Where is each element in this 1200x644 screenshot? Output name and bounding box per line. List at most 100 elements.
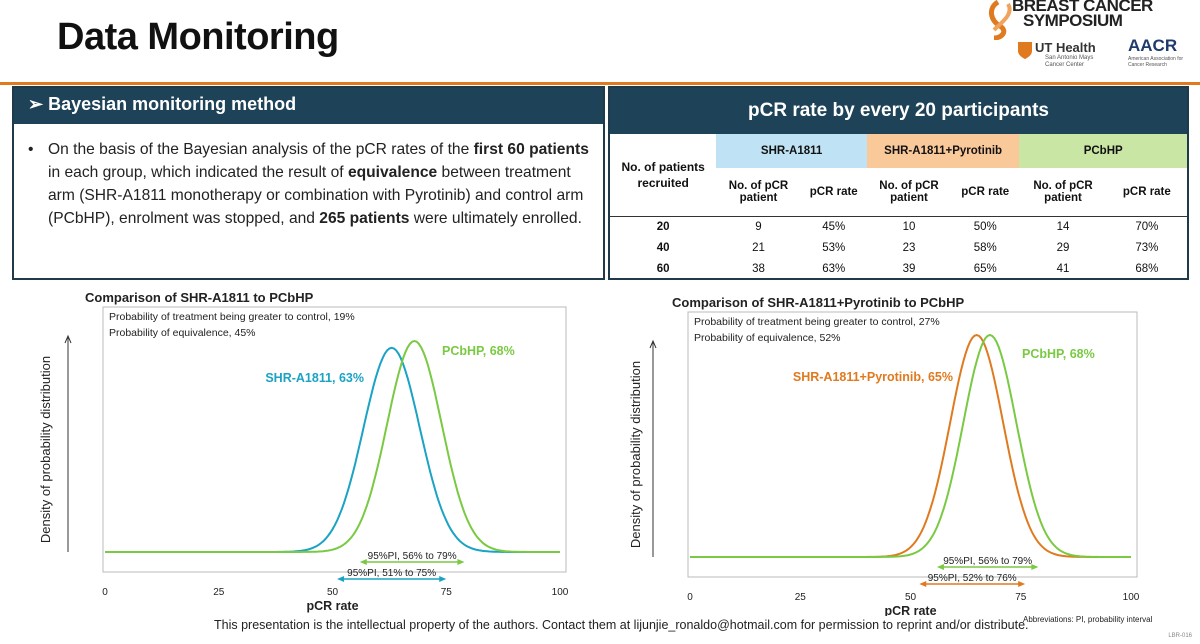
cell: 14	[1019, 215, 1107, 237]
cell: 39	[902, 262, 916, 275]
header-divider	[0, 82, 1200, 85]
bayesian-method-panel: ➢ Bayesian monitoring method • On the ba…	[12, 86, 605, 280]
panel-body: • On the basis of the Bayesian analysis …	[20, 138, 595, 230]
cell: 10	[866, 215, 952, 237]
bold-text: first 60 patients	[473, 141, 589, 158]
sub-header: No. of pCR patient	[879, 179, 939, 204]
y-axis-arrowhead	[64, 334, 72, 344]
annotation: Probability of treatment being greater t…	[109, 311, 355, 323]
interval-arrow-right	[1018, 581, 1026, 587]
chart-pyrotinib-vs-pcbhp: Comparison of SHR-A1811+Pyrotinib to PCb…	[620, 290, 1195, 618]
table-row: 60 38 63% 39 65% 41 68%	[610, 258, 1187, 279]
x-tick-label: 50	[905, 592, 917, 603]
panel-heading: ➢ Bayesian monitoring method	[14, 88, 603, 124]
interval-arrow-left	[337, 576, 345, 582]
interval-label: 95%PI, 56% to 79%	[943, 556, 1032, 567]
series-label: PCbHP, 68%	[1022, 347, 1095, 361]
logo-line1: BREAST CANCER	[1012, 0, 1153, 15]
chart-title: Comparison of SHR-A1811 to PCbHP	[85, 290, 314, 305]
x-tick-label: 25	[213, 587, 225, 598]
interval-arrow-left	[919, 581, 927, 587]
bold-text: equivalence	[347, 164, 438, 181]
text-part: in each group, which indicated the resul…	[48, 164, 348, 181]
pcr-table-panel: pCR rate by every 20 participants No. of…	[608, 86, 1189, 280]
x-tick-label: 100	[1123, 592, 1140, 603]
chart-shr-vs-pcbhp: Comparison of SHR-A1811 to PCbHP Probabil…	[30, 285, 600, 615]
x-tick-label: 0	[687, 592, 693, 603]
aacr-label: AACR	[1128, 36, 1178, 55]
ut-shield-icon	[1018, 42, 1032, 59]
annotation: Probability of treatment being greater t…	[694, 316, 940, 328]
annotation: Probability of equivalence, 52%	[694, 332, 841, 344]
group-header: PCbHP	[1019, 134, 1187, 168]
sub-header: No. of pCR patient	[728, 179, 789, 204]
interval-label: 95%PI, 52% to 76%	[928, 573, 1017, 584]
sub-header: pCR rate	[809, 185, 858, 198]
logo-line2: SYMPOSIUM	[1023, 11, 1123, 30]
footer-text: This presentation is the intellectual pr…	[214, 618, 1029, 632]
aacr-sub: American Association for Cancer Research	[1128, 56, 1184, 68]
x-tick-label: 75	[1015, 592, 1027, 603]
cell: 73%	[1135, 241, 1159, 254]
series-label: SHR-A1811+Pyrotinib, 65%	[793, 370, 953, 384]
x-tick-label: 25	[795, 592, 807, 603]
sub-header: pCR rate	[1122, 185, 1171, 198]
x-tick-label: 100	[552, 587, 569, 598]
cell: 9	[716, 215, 801, 237]
text-part: between treatment arm (SHR-A1811 monothe…	[48, 164, 584, 227]
cell: 45%	[800, 215, 867, 237]
annotation: Probability of equivalence, 45%	[109, 327, 256, 339]
plot-frame	[102, 306, 567, 573]
interval-arrow-right	[457, 559, 465, 565]
y-axis-arrowhead	[649, 339, 657, 349]
ut-health-label: UT Health	[1035, 40, 1096, 55]
interval-label: 95%PI, 51% to 75%	[347, 568, 436, 579]
cell: 58%	[973, 241, 997, 254]
y-axis-label: Density of probability distribution	[38, 356, 53, 543]
row-header: No. of patients recruited	[621, 159, 705, 190]
page-code: LBR-016	[1168, 633, 1192, 639]
cell: 65%	[973, 262, 997, 275]
bold-text: 265 patients	[319, 210, 410, 227]
panel-text: On the basis of the Bayesian analysis of…	[48, 138, 595, 230]
cell: 23	[902, 241, 916, 254]
interval-label: 95%PI, 56% to 79%	[368, 551, 457, 562]
x-tick-label: 50	[327, 587, 339, 598]
table-row: 40 21 53% 23 58% 29 73%	[610, 237, 1187, 258]
chart-svg: Comparison of SHR-A1811+Pyrotinib to PCb…	[628, 295, 1140, 618]
y-axis-label: Density of probability distribution	[628, 361, 643, 548]
cell: 21	[752, 241, 765, 254]
chart-title: Comparison of SHR-A1811+Pyrotinib to PCb…	[672, 295, 965, 310]
x-axis-label: pCR rate	[306, 599, 358, 613]
cell: 41	[1056, 262, 1070, 275]
text-part: On the basis of the Bayesian analysis of…	[48, 141, 474, 158]
ribbon-icon	[989, 0, 1012, 40]
cell: 63%	[822, 262, 846, 275]
cell-n: 60	[656, 262, 670, 275]
series-curve	[690, 333, 1131, 558]
x-tick-label: 0	[102, 587, 108, 598]
cell: 29	[1056, 241, 1070, 254]
table-title: pCR rate by every 20 participants	[610, 88, 1187, 134]
ut-health-sub: San Antonio Mays Cancer Center	[1045, 55, 1094, 68]
cell-n: 40	[656, 241, 670, 254]
x-axis-label: pCR rate	[884, 604, 936, 616]
chart-svg: Comparison of SHR-A1811 to PCbHP Probabil…	[38, 290, 569, 613]
slide-title: Data Monitoring	[57, 16, 339, 58]
bullet-mark: •	[28, 141, 34, 158]
cell: 70%	[1106, 215, 1187, 237]
series-label: SHR-A1811, 63%	[265, 371, 364, 385]
interval-arrow-right	[439, 576, 447, 582]
pcr-table: No. of patients recruited SHR-A1811 SHR-…	[610, 134, 1187, 279]
cell: 53%	[822, 241, 846, 254]
text-part: were ultimately enrolled.	[409, 210, 582, 227]
cell: 50%	[951, 215, 1020, 237]
series-curve	[105, 339, 560, 553]
abbreviations: Abbreviations: PI, probability interval	[1023, 615, 1153, 624]
interval-arrow-left	[359, 559, 367, 565]
cell: 38	[752, 262, 765, 275]
interval-arrow-right	[1031, 564, 1039, 570]
sabcs-logo: BREAST CANCER SYMPOSIUM UT Health San An…	[980, 0, 1195, 80]
x-tick-label: 75	[441, 587, 453, 598]
series-curve	[690, 333, 1131, 558]
